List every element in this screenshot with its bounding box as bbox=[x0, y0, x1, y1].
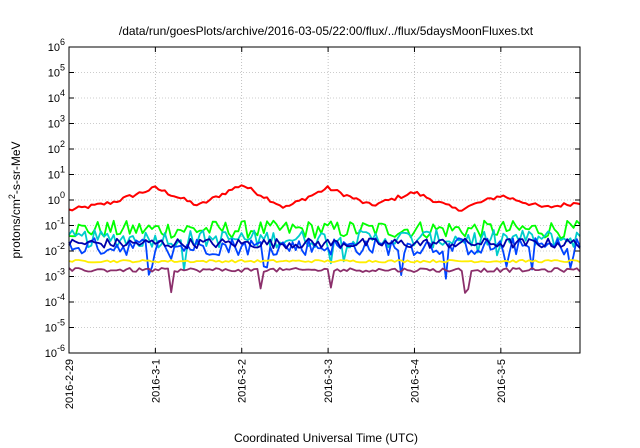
y-tick-label: 102 bbox=[48, 139, 65, 156]
y-axis-label-sup: 2 bbox=[7, 194, 17, 199]
x-tick-label: 2016-3-5 bbox=[496, 359, 508, 403]
series-line-6 bbox=[68, 259, 581, 264]
y-tick-label: 10-4 bbox=[45, 292, 65, 309]
x-tick-label: 2016-3-1 bbox=[150, 359, 162, 403]
y-tick-label: 100 bbox=[48, 190, 65, 207]
y-tick-label: 103 bbox=[48, 114, 65, 131]
y-tick-label: 10-5 bbox=[45, 318, 65, 335]
y-tick-label: 105 bbox=[48, 63, 65, 80]
series-line-1 bbox=[68, 184, 581, 212]
grid-lines bbox=[69, 47, 580, 353]
x-tick-label: 2016-3-4 bbox=[409, 359, 421, 403]
x-tick-label: 2016-3-2 bbox=[237, 359, 249, 403]
x-axis: 2016-2-29 2016-3-1 2016-3-2 2016-3-3 2016-3-… bbox=[64, 47, 508, 409]
y-tick-label: 10-2 bbox=[45, 241, 65, 258]
x-tick-label: 2016-2-29 bbox=[64, 359, 76, 409]
y-tick-label: 101 bbox=[48, 165, 65, 182]
series-group bbox=[68, 184, 581, 294]
y-tick-label: 10-6 bbox=[45, 343, 65, 360]
y-tick-label: 104 bbox=[48, 88, 65, 105]
y-axis-label: protons/cm2-s-sr-MeV bbox=[7, 141, 23, 258]
series-line-5 bbox=[68, 237, 581, 250]
series-line-4 bbox=[68, 237, 581, 280]
series-line-3 bbox=[68, 229, 581, 271]
series-line-7 bbox=[68, 267, 581, 294]
y-axis: 10-6 10-5 10-4 10-3 10-2 10-1 100 101 102 103 104 1… bbox=[45, 37, 580, 360]
y-axis-label-pre: protons/cm bbox=[9, 199, 23, 258]
y-axis-label-post: -s-sr-MeV bbox=[9, 141, 23, 194]
x-tick-label: 2016-3-3 bbox=[323, 359, 335, 403]
chart-title: /data/run/goesPlots/archive/2016-03-05/2… bbox=[119, 24, 534, 38]
y-tick-label: 10-1 bbox=[45, 216, 65, 233]
x-axis-label: Coordinated Universal Time (UTC) bbox=[234, 431, 418, 445]
y-tick-label: 10-3 bbox=[45, 267, 65, 284]
y-tick-label: 106 bbox=[48, 37, 65, 54]
